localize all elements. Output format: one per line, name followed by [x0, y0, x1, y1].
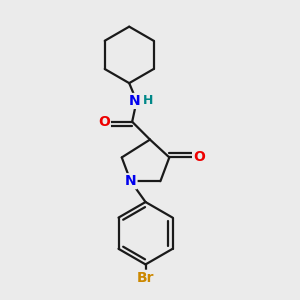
Text: O: O — [193, 150, 205, 164]
Text: N: N — [128, 94, 140, 108]
Text: O: O — [98, 115, 110, 129]
Text: H: H — [143, 94, 154, 107]
Text: Br: Br — [137, 271, 154, 285]
Text: N: N — [125, 174, 136, 188]
